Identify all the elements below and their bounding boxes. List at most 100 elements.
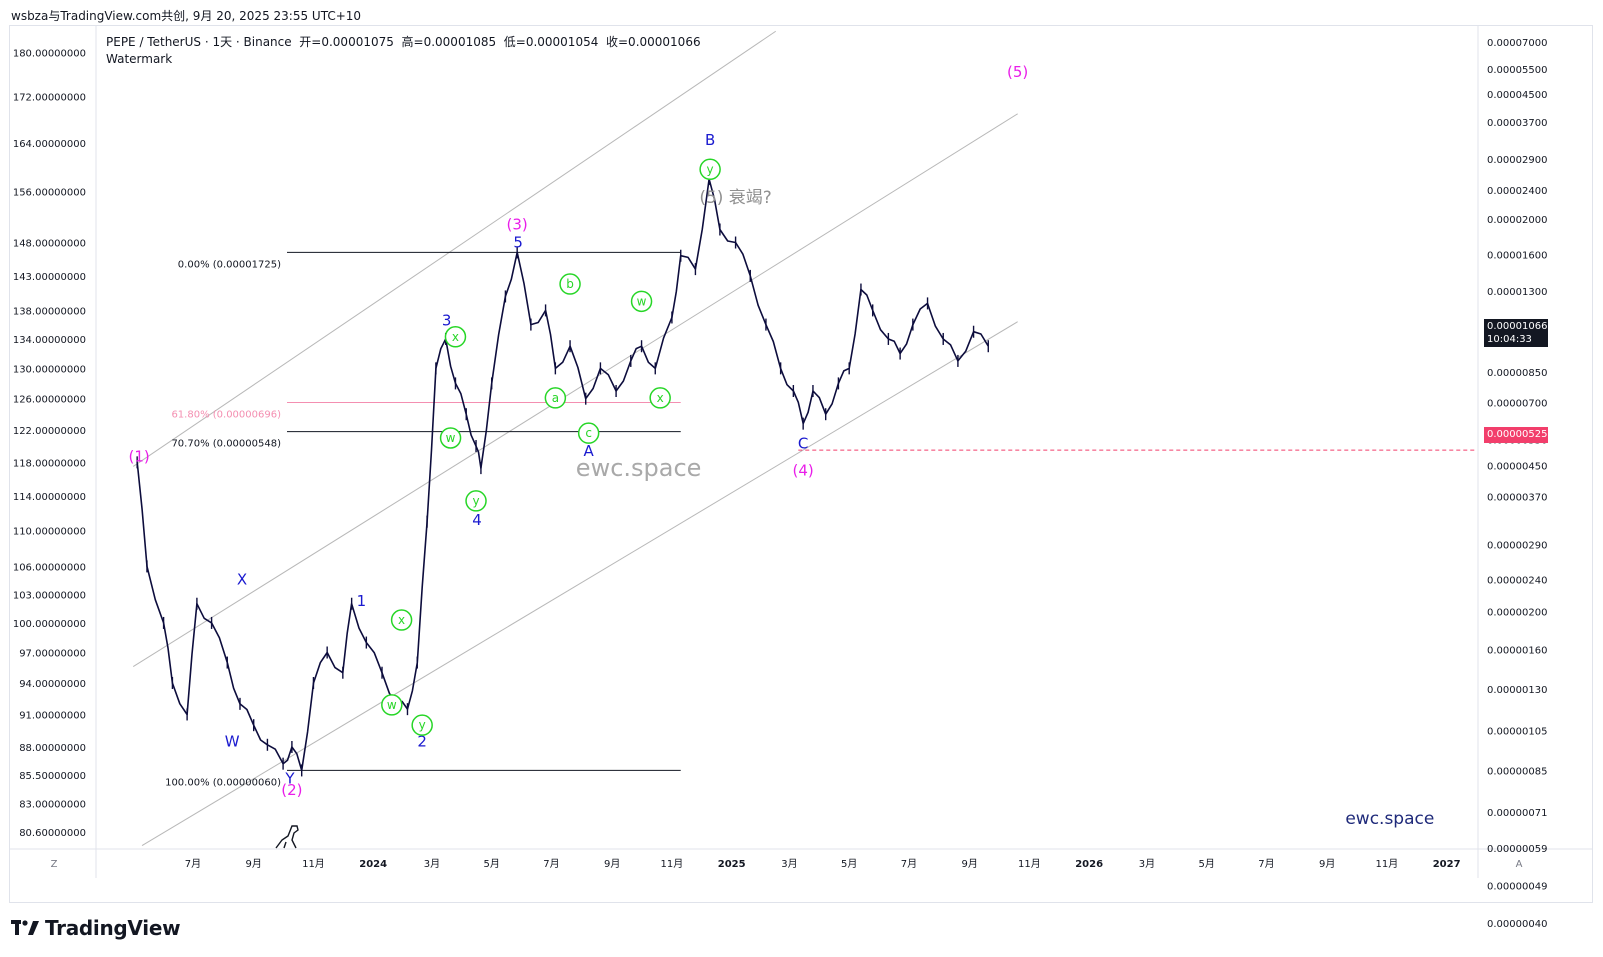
left-axis-tick-label: 91.00000000 [19,710,86,721]
subwave-label: x [398,613,405,627]
right-axis-tick-label: 0.00000290 [1487,541,1547,552]
subwave-circle [381,694,403,716]
right-axis-tick-label: 0.00000450 [1487,462,1547,473]
right-axis-tick-label: 0.00002000 [1487,215,1547,226]
level-price-tag: 0.00000525 [1484,427,1548,443]
right-axis-tick-label: 0.00001300 [1487,287,1547,298]
left-axis-tick-label: 100.00000000 [13,619,86,630]
wave-label: B [705,131,715,149]
right-axis-tick-label: 0.00003700 [1487,118,1547,129]
subwave-label: w [446,431,456,445]
log-scale-toggle-button[interactable]: Z [50,859,58,870]
close-value: 收=0.00001066 [606,35,701,49]
annotation-text: (5) 衰竭? [699,188,772,208]
wave-label: 1 [357,592,367,610]
right-axis-tick-label: 0.00002900 [1487,155,1547,166]
right-axis-tick-label: 0.00000240 [1487,575,1547,586]
time-axis-label: 11月 [661,858,684,870]
brand-text: ewc.space [1345,809,1434,829]
right-axis-tick-label: 0.00000071 [1487,808,1547,819]
wave-label: 3 [442,311,452,329]
tradingview-brand[interactable]: TradingView [11,916,181,940]
left-axis-tick-label: 88.00000000 [19,743,86,754]
left-axis-tick-label: 85.50000000 [19,771,86,782]
left-axis-tick-label: 106.00000000 [13,562,86,573]
low-value: 低=0.00001054 [503,35,599,49]
right-axis-tick-label: 0.00000105 [1487,727,1547,738]
tradingview-brand-text: TradingView [45,916,181,940]
open-value: 开=0.00001075 [299,35,394,49]
time-axis-label: 9月 [246,858,262,870]
time-axis-label: 5月 [1198,858,1214,870]
right-axis-tick-label: 0.00000040 [1487,919,1547,930]
time-axis-label: 9月 [1319,858,1335,870]
subwave-label: c [585,426,592,440]
time-axis-label: 2024 [359,859,387,870]
subwave-circle [630,290,653,313]
left-axis-tick-label: 103.00000000 [13,590,86,601]
fib-level-label: 100.00% (0.00000060) [165,777,281,788]
time-axis-label: 7月 [543,858,559,870]
watermark-text: ewc.space [576,454,702,482]
symbol-title[interactable]: PEPE / TetherUS · 1天 · Binance [106,35,292,49]
right-axis-tick-label: 0.00000085 [1487,766,1547,777]
time-axis-label: 3月 [1139,858,1155,870]
last-price-tag: 0.00001066 10:04:33 [1484,319,1548,347]
left-axis-tick-label: 126.00000000 [13,395,86,406]
right-axis-tick-label: 0.00000059 [1487,844,1547,855]
time-axis-label: 9月 [961,858,977,870]
symbol-info: PEPE / TetherUS · 1天 · Binance 开=0.00001… [106,34,701,68]
bar-countdown: 10:04:33 [1487,334,1532,345]
time-axis-label: 11月 [1376,858,1399,870]
time-axis-label: 5月 [841,858,857,870]
left-axis-tick-label: 97.00000000 [19,649,86,660]
left-axis-tick-label: 94.00000000 [19,679,86,690]
subwave-label: w [387,698,397,712]
watermark-indicator-label[interactable]: Watermark [106,52,173,66]
wave-label: (3) [507,215,528,233]
right-axis-tick-label: 0.00000200 [1487,607,1547,618]
left-axis-tick-label: 138.00000000 [13,306,86,317]
right-axis-tick-label: 0.00004500 [1487,90,1547,101]
tradingview-logo-icon [11,920,39,935]
wave-label: 2 [417,732,427,750]
left-axis-tick-label: 156.00000000 [13,187,86,198]
wave-label: A [584,442,595,460]
right-axis-tick-label: 0.00000049 [1487,881,1547,892]
high-value: 高=0.00001085 [401,35,497,49]
time-axis-label: 3月 [424,858,440,870]
subwave-circle [649,387,671,409]
wave-label: (5) [1007,63,1028,81]
left-axis-tick-label: 114.00000000 [13,492,86,503]
fib-level-label: 70.70% (0.00000548) [171,439,281,450]
subwave-circle [411,714,433,736]
time-axis-label: 9月 [604,858,620,870]
wave-label: (2) [281,781,302,799]
right-axis-tick-label: 0.00000370 [1487,493,1547,504]
subwave-circle [439,427,462,449]
channel-line [132,113,1018,668]
right-axis-tick-label: 0.00000700 [1487,399,1547,410]
subwave-label: y [707,162,714,176]
auto-scale-toggle-button[interactable]: A [1515,859,1523,870]
right-axis-tick-label: 0.00000850 [1487,368,1547,379]
time-axis-label: 7月 [185,858,201,870]
subwave-circle [444,326,467,348]
subwave-label: y [472,494,479,508]
subwave-label: a [552,391,559,405]
wave-label: Y [284,769,295,787]
chart-frame [9,25,1593,903]
left-axis-tick-label: 134.00000000 [13,335,86,346]
subwave-circle [390,609,413,631]
left-axis-tick-label: 122.00000000 [13,426,86,437]
left-axis-tick-label: 130.00000000 [13,364,86,375]
left-axis-tick-label: 118.00000000 [13,458,86,469]
left-axis-tick-label: 172.00000000 [13,93,86,104]
subwave-label: y [419,718,426,732]
time-axis-label: 3月 [781,858,797,870]
left-axis-tick-label: 164.00000000 [13,139,86,150]
subwave-circle [559,273,581,295]
wave-label: 4 [472,511,482,529]
fib-level-label: 61.80% (0.00000696) [171,410,281,421]
